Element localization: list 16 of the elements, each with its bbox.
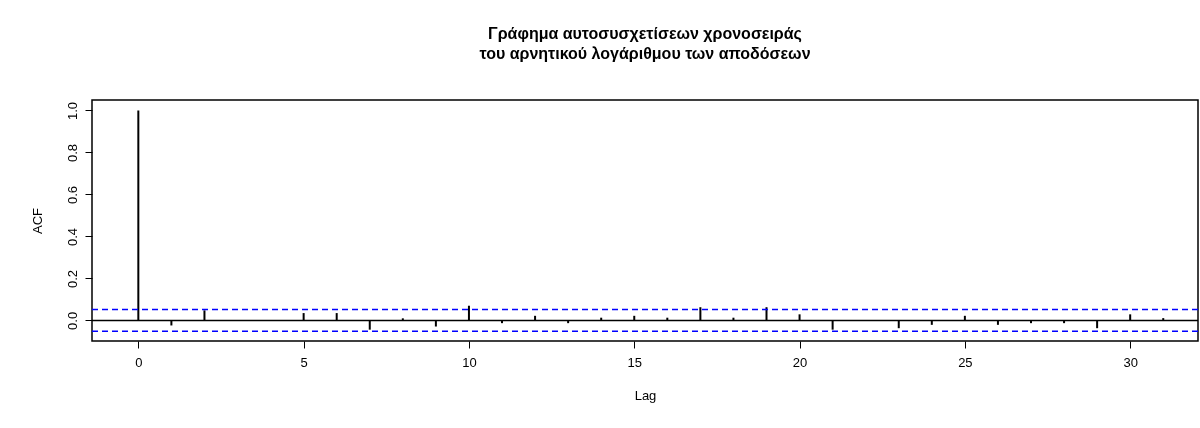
y-tick-label: 0.8 <box>64 143 80 163</box>
x-tick-label: 10 <box>462 354 477 370</box>
x-tick-label: 20 <box>792 354 808 370</box>
y-tick-label: 0.2 <box>64 269 80 288</box>
x-tick-label: 0 <box>135 354 143 370</box>
x-tick-label: 15 <box>627 354 642 370</box>
y-tick-label: 0.6 <box>64 185 80 205</box>
y-tick-label: 0.4 <box>64 227 80 246</box>
y-axis-title: ACF <box>29 207 45 234</box>
y-tick-label: 1.0 <box>64 101 80 121</box>
x-axis-title: Lag <box>634 387 657 403</box>
y-tick-label: 0.0 <box>64 311 80 330</box>
x-tick-label: 5 <box>300 354 308 370</box>
chart-title: Γράφημα αυτοσυσχετίσεων χρονοσειράς του αρνητικού λογάριθμου των αποδόσεων <box>479 25 811 62</box>
x-tick-label: 25 <box>958 354 973 370</box>
x-tick-label: 30 <box>1123 354 1138 370</box>
